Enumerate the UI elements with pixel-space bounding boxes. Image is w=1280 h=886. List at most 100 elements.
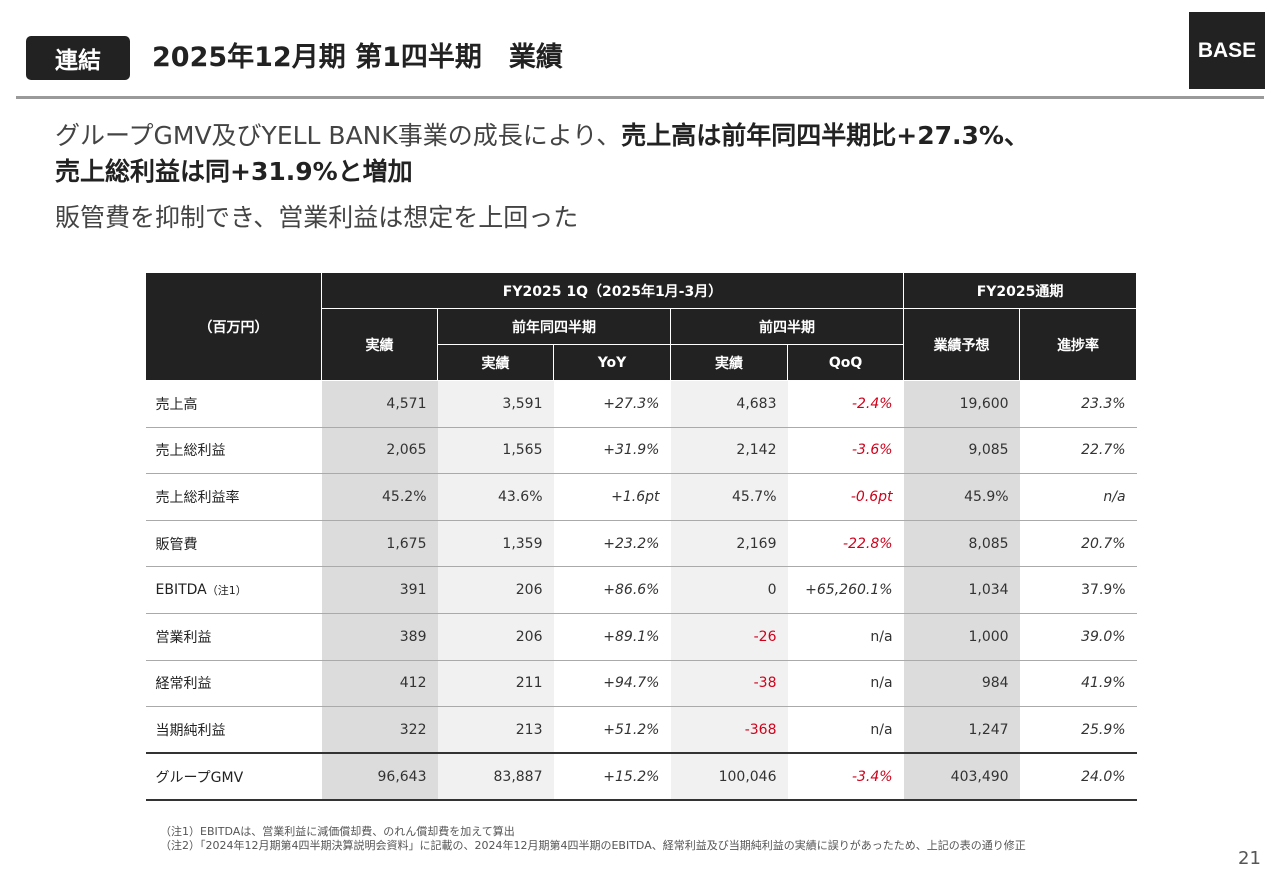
actual-cell: 2,065 <box>321 427 438 475</box>
yoy-cell: +23.2% <box>553 520 671 568</box>
yoy-cell: +51.2% <box>553 706 671 755</box>
row-label: 経常利益 <box>145 660 322 708</box>
row-label-text: 売上総利益率 <box>155 489 240 506</box>
unit-header: （百万円） <box>145 272 322 381</box>
forecast-cell: 984 <box>903 660 1020 708</box>
qoq-cell: n/a <box>787 706 904 755</box>
yoy-cell: +94.7% <box>553 660 671 708</box>
prior-year-actual-cell: 3,591 <box>437 380 554 428</box>
qoq-cell: -0.6pt <box>787 473 904 521</box>
yoy-cell: +1.6pt <box>553 473 671 521</box>
yoy-header: YoY <box>553 344 671 381</box>
prior-quarter-actual-cell: 4,683 <box>670 380 788 428</box>
actual-cell: 412 <box>321 660 438 708</box>
page-number: 21 <box>1238 848 1261 869</box>
lead-line2-bold: 売上総利益は同+31.9%と増加 <box>55 157 413 186</box>
yoy-cell: +31.9% <box>553 427 671 475</box>
prior-year-quarter-header: 前年同四半期 <box>437 308 671 345</box>
actual-cell: 389 <box>321 613 438 661</box>
prior-quarter-actual-cell: -26 <box>670 613 788 661</box>
base-logo: BASE <box>1189 12 1265 89</box>
actual-header: 実績 <box>321 308 438 381</box>
row-label: 売上総利益 <box>145 427 322 475</box>
row-label: 販管費 <box>145 520 322 568</box>
lead-line1-bold: 売上高は前年同四半期比+27.3%、 <box>621 121 1029 150</box>
prior-quarter-actual-cell: 2,169 <box>670 520 788 568</box>
prior-quarter-actual-cell: -38 <box>670 660 788 708</box>
actual-cell: 45.2% <box>321 473 438 521</box>
lead-line1-normal: グループGMV及びYELL BANK事業の成長により、 <box>55 121 622 150</box>
prior-quarter-actual-cell: -368 <box>670 706 788 755</box>
progress-cell: 22.7% <box>1019 427 1137 475</box>
forecast-cell: 1,000 <box>903 613 1020 661</box>
py-actual-header: 実績 <box>437 344 554 381</box>
progress-cell: 39.0% <box>1019 613 1137 661</box>
table-row: グループGMV 96,643 83,887 +15.2% 100,046 -3.4% 403… <box>145 753 1137 801</box>
prior-year-actual-cell: 83,887 <box>437 753 554 801</box>
actual-cell: 4,571 <box>321 380 438 428</box>
pq-actual-header: 実績 <box>670 344 788 381</box>
row-label-text: EBITDA <box>155 582 207 599</box>
row-label: EBITDA（注1） <box>145 566 322 614</box>
actual-cell: 322 <box>321 706 438 755</box>
prior-quarter-header: 前四半期 <box>669 308 905 345</box>
footnotes: （注1）EBITDAは、営業利益に減価償却費、のれん償却費を加えて算出 （注2）… <box>160 825 1026 853</box>
yoy-cell: +86.6% <box>553 566 671 614</box>
slide-header: 連結 2025年12月期 第1四半期 業績 BASE <box>0 0 1280 100</box>
qoq-header: QoQ <box>786 344 905 381</box>
table-row: 当期純利益 322 213 +51.2% -368 n/a 1,247 25.9% <box>145 706 1137 755</box>
forecast-header: 業績予想 <box>903 308 1021 381</box>
forecast-cell: 403,490 <box>903 753 1020 801</box>
yoy-cell: +89.1% <box>553 613 671 661</box>
qoq-cell: -3.6% <box>787 427 904 475</box>
qoq-cell: n/a <box>787 660 904 708</box>
row-label: 売上総利益率 <box>145 473 322 521</box>
forecast-cell: 19,600 <box>903 380 1020 428</box>
progress-header: 進捗率 <box>1019 308 1138 381</box>
table-row: 経常利益 412 211 +94.7% -38 n/a 984 41.9% <box>145 660 1137 708</box>
row-note: （注1） <box>206 584 247 598</box>
progress-cell: 37.9% <box>1019 566 1137 614</box>
progress-cell: n/a <box>1019 473 1137 521</box>
forecast-cell: 45.9% <box>903 473 1020 521</box>
prior-year-actual-cell: 206 <box>437 566 554 614</box>
yoy-cell: +27.3% <box>553 380 671 428</box>
table-row: 販管費 1,675 1,359 +23.2% 2,169 -22.8% 8,085 20.7% <box>145 520 1137 568</box>
prior-quarter-actual-cell: 0 <box>670 566 788 614</box>
row-label-text: グループGMV <box>155 769 244 786</box>
row-label-text: 営業利益 <box>155 629 212 646</box>
title-divider <box>16 96 1264 99</box>
prior-quarter-actual-cell: 100,046 <box>670 753 788 801</box>
qoq-cell: -22.8% <box>787 520 904 568</box>
table-row: 売上総利益 2,065 1,565 +31.9% 2,142 -3.6% 9,085 22.7… <box>145 427 1137 475</box>
row-label: 売上高 <box>145 380 322 428</box>
forecast-cell: 1,247 <box>903 706 1020 755</box>
progress-cell: 41.9% <box>1019 660 1137 708</box>
qoq-cell: -3.4% <box>787 753 904 801</box>
progress-cell: 24.0% <box>1019 753 1137 801</box>
yoy-cell: +15.2% <box>553 753 671 801</box>
prior-year-actual-cell: 213 <box>437 706 554 755</box>
footnote-1: （注1）EBITDAは、営業利益に減価償却費、のれん償却費を加えて算出 <box>160 825 515 838</box>
row-label: 営業利益 <box>145 613 322 661</box>
qoq-cell: +65,260.1% <box>787 566 904 614</box>
actual-cell: 96,643 <box>321 753 438 801</box>
actual-cell: 391 <box>321 566 438 614</box>
row-label: 当期純利益 <box>145 706 322 755</box>
consolidated-badge: 連結 <box>26 36 130 80</box>
actual-cell: 1,675 <box>321 520 438 568</box>
prior-quarter-actual-cell: 45.7% <box>670 473 788 521</box>
table-row: EBITDA（注1） 391 206 +86.6% 0 +65,260.1% 1,034 37… <box>145 566 1137 614</box>
table-row: 営業利益 389 206 +89.1% -26 n/a 1,000 39.0% <box>145 613 1137 661</box>
table-row: 売上高 4,571 3,591 +27.3% 4,683 -2.4% 19,600 23.3% <box>145 380 1137 428</box>
progress-cell: 23.3% <box>1019 380 1137 428</box>
prior-year-actual-cell: 1,359 <box>437 520 554 568</box>
progress-cell: 25.9% <box>1019 706 1137 755</box>
lead-line3: 販管費を抑制でき、営業利益は想定を上回った <box>55 203 579 232</box>
row-label-text: 当期純利益 <box>155 722 226 739</box>
forecast-cell: 1,034 <box>903 566 1020 614</box>
row-label-text: 経常利益 <box>155 676 212 693</box>
forecast-cell: 8,085 <box>903 520 1020 568</box>
row-label-text: 販管費 <box>155 536 198 553</box>
prior-quarter-actual-cell: 2,142 <box>670 427 788 475</box>
